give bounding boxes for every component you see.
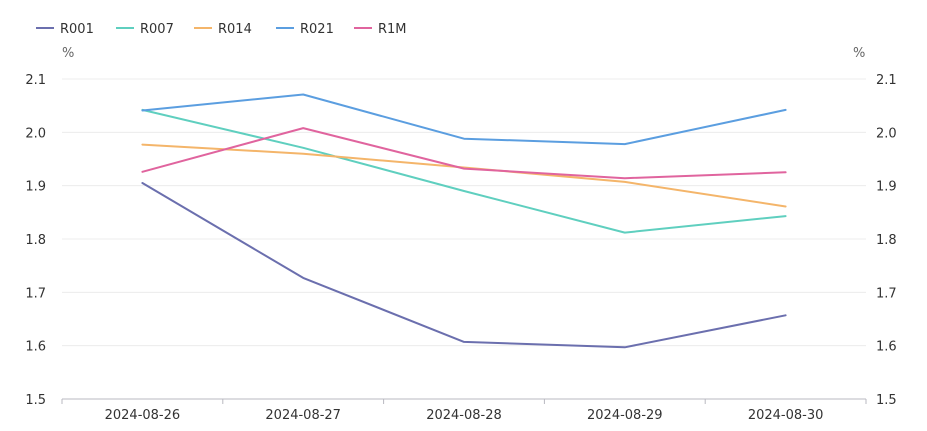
series-line-r1m[interactable] [141,127,787,180]
y-tick-label-right: 1.9 [876,180,897,195]
legend-item-r1m[interactable]: R1M [354,22,407,37]
legend-label: R021 [300,22,334,37]
left-axis-unit: % [62,46,74,61]
series-line-r001[interactable] [141,182,787,349]
grid-lines [62,78,866,400]
legend-item-r007[interactable]: R007 [116,22,174,37]
series-lines [141,93,787,349]
legend-item-r021[interactable]: R021 [276,22,334,37]
x-tick-label: 2024-08-29 [587,408,663,423]
x-tick-label: 2024-08-30 [748,408,824,423]
y-tick-label-left: 2.0 [25,126,46,141]
legend-item-r001[interactable]: R001 [36,22,94,37]
x-tick-label: 2024-08-27 [265,408,341,423]
x-tick-label: 2024-08-28 [426,408,502,423]
axes: % % 1.5 1.5 1.6 1.6 1.7 1.7 1.8 1.8 1.9 1.9 2.0 2.0… [25,46,896,423]
y-tick-label-right: 1.5 [876,393,897,408]
legend-label: R014 [218,22,252,37]
legend-item-r014[interactable]: R014 [194,22,252,37]
series-line-r014[interactable] [141,143,787,208]
y-tick-label-right: 1.8 [876,233,897,248]
y-tick-label-left: 1.5 [25,393,46,408]
y-tick-label-right: 2.0 [876,126,897,141]
y-tick-label-right: 1.7 [876,286,897,301]
y-tick-label-left: 1.9 [25,180,46,195]
y-tick-label-right: 2.1 [876,73,897,88]
y-tick-label-left: 1.6 [25,340,46,355]
x-tick-label: 2024-08-26 [105,408,181,423]
legend: R001 R007 R014 R021 R1M [36,22,407,37]
y-tick-label-left: 2.1 [25,73,46,88]
legend-label: R007 [140,22,174,37]
right-axis-unit: % [853,46,865,61]
y-tick-label-right: 1.6 [876,340,897,355]
y-tick-label-left: 1.8 [25,233,46,248]
legend-label: R1M [378,22,407,37]
series-line-r007[interactable] [141,108,787,234]
y-tick-label-left: 1.7 [25,286,46,301]
legend-label: R001 [60,22,94,37]
series-line-r021[interactable] [141,93,787,146]
